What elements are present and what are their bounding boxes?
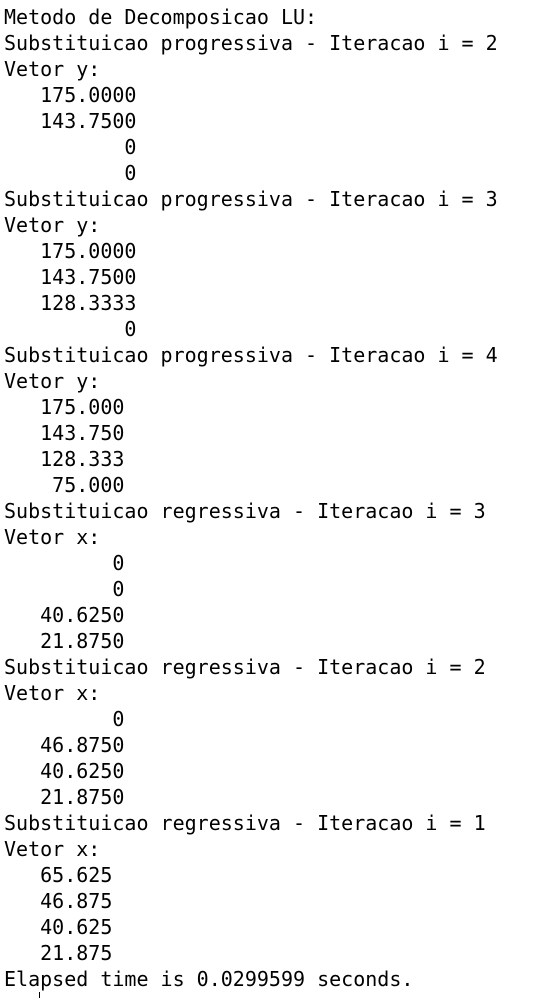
console-line: Vetor y: [4,57,101,81]
console-line: 40.6250 [4,759,125,783]
console-line: 0 [4,577,125,601]
console-line: 21.875 [4,941,113,965]
console-output[interactable]: Metodo de Decomposicao LU: Substituicao … [4,4,540,992]
console-line: Metodo de Decomposicao LU: [4,5,318,29]
console-line: Substituicao regressiva - Iteracao i = 3 [4,499,486,523]
console-line: 0 [4,317,137,341]
console-line: 0 [4,135,137,159]
console-line: 128.3333 [4,291,137,315]
console-line: Substituicao progressiva - Iteracao i = … [4,343,498,367]
console-line: Vetor x: [4,525,101,549]
console-line: 0 [4,161,137,185]
console-line: 46.875 [4,889,113,913]
console-line: Substituicao regressiva - Iteracao i = 2 [4,655,486,679]
console-line: 40.625 [4,915,113,939]
console-line: Vetor x: [4,681,101,705]
console-line: 21.8750 [4,785,125,809]
console-line: Vetor y: [4,213,101,237]
text-cursor [39,992,40,998]
console-line: Substituicao regressiva - Iteracao i = 1 [4,811,486,835]
console-line: 143.7500 [4,109,137,133]
console-line: 128.333 [4,447,125,471]
console-line: Vetor y: [4,369,101,393]
console-line: 175.0000 [4,83,137,107]
console-line: Elapsed time is 0.0299599 seconds. [4,967,414,991]
console-line: 175.000 [4,395,125,419]
console-line: 75.000 [4,473,125,497]
console-line: 46.8750 [4,733,125,757]
console-line: Vetor x: [4,837,101,861]
console-line: Substituicao progressiva - Iteracao i = … [4,31,498,55]
console-line: 175.0000 [4,239,137,263]
console-line: 65.625 [4,863,113,887]
console-line: 21.8750 [4,629,125,653]
console-line: 40.6250 [4,603,125,627]
console-line: 143.7500 [4,265,137,289]
console-line: 0 [4,707,125,731]
console-line: 143.750 [4,421,125,445]
console-line: Substituicao progressiva - Iteracao i = … [4,187,498,211]
console-line: 0 [4,551,125,575]
